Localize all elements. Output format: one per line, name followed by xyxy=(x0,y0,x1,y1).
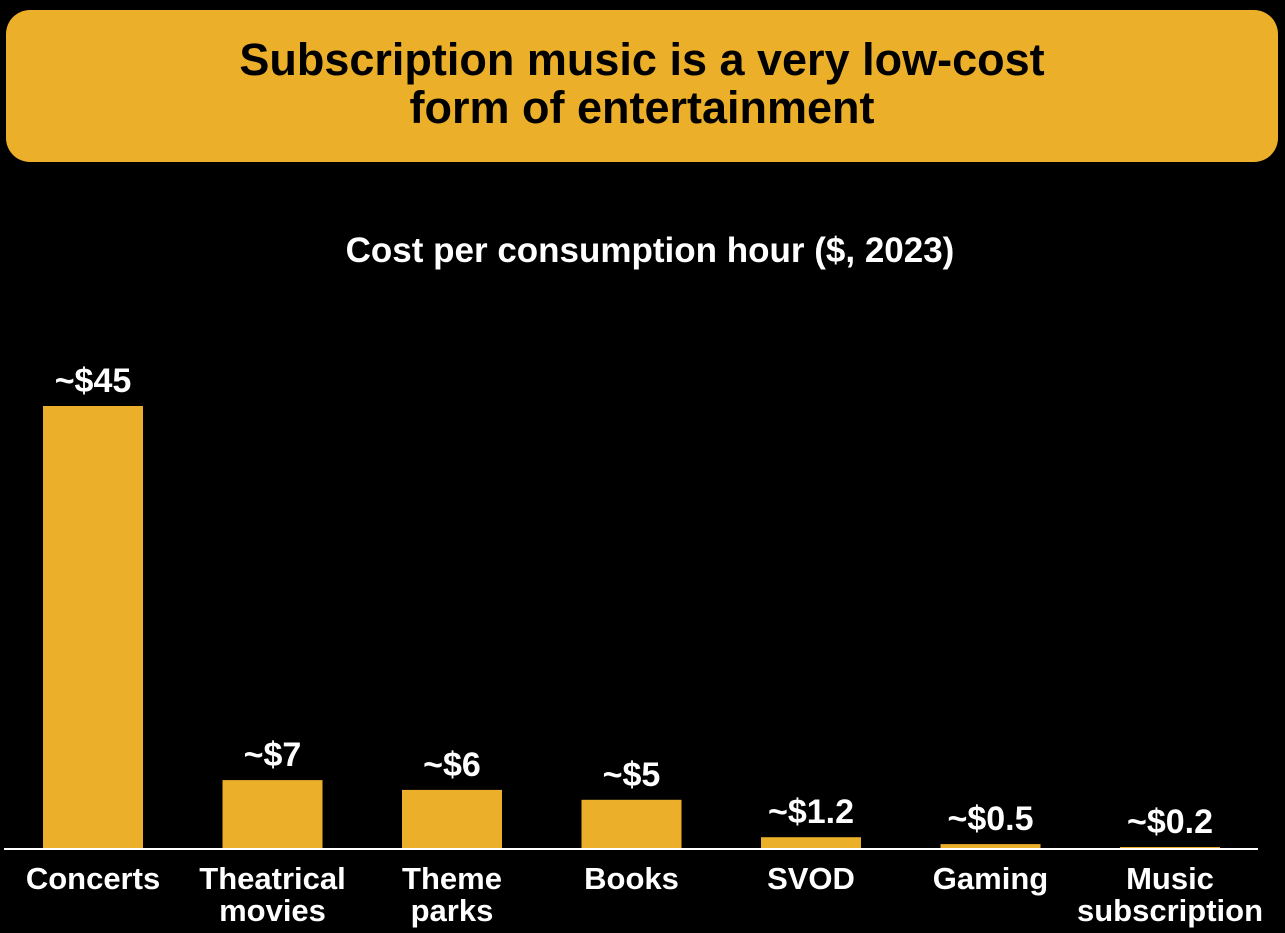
category-label-music-subscription: Music subscription xyxy=(1077,861,1263,928)
value-label-music-subscription: ~$0.2 xyxy=(1127,803,1213,841)
category-labels-group: Concerts Theatrical movies Theme parks Books S… xyxy=(26,861,1263,928)
chart-title: Cost per consumption hour ($, 2023) xyxy=(345,231,955,270)
bar-gaming xyxy=(940,844,1041,849)
category-label-books: Books xyxy=(584,861,679,896)
title-line-1: Subscription music is a very low-cost xyxy=(239,34,1045,85)
value-label-concerts: ~$45 xyxy=(55,362,132,400)
category-label-line: Theatrical xyxy=(199,861,345,896)
bar-theatrical-movies xyxy=(222,780,323,849)
category-label-concerts: Concerts xyxy=(26,861,160,896)
value-label-theme-parks: ~$6 xyxy=(423,746,481,784)
category-label-line: subscription xyxy=(1077,893,1263,928)
value-label-svod: ~$1.2 xyxy=(768,793,854,831)
value-label-books: ~$5 xyxy=(603,756,661,794)
category-label-line: SVOD xyxy=(767,861,855,896)
category-label-line: movies xyxy=(219,893,326,928)
category-label-svod: SVOD xyxy=(767,861,855,896)
category-label-theme-parks: Theme parks xyxy=(402,861,502,928)
category-label-line: Gaming xyxy=(933,861,1048,896)
category-label-line: Music xyxy=(1126,861,1214,896)
bar-books xyxy=(581,799,682,849)
category-label-line: Concerts xyxy=(26,861,160,896)
title-line-2: form of entertainment xyxy=(409,82,875,133)
category-label-line: Theme xyxy=(402,861,502,896)
title-banner: Subscription music is a very low-cost fo… xyxy=(6,10,1278,162)
category-label-theatrical-movies: Theatrical movies xyxy=(199,861,345,928)
value-label-gaming: ~$0.5 xyxy=(947,800,1033,838)
bar-concerts xyxy=(43,406,143,849)
category-label-line: Books xyxy=(584,861,679,896)
value-label-theatrical-movies: ~$7 xyxy=(244,736,302,774)
category-label-gaming: Gaming xyxy=(933,861,1048,896)
bars-group xyxy=(43,406,1220,849)
category-label-line: parks xyxy=(411,893,494,928)
value-labels-group: ~$45 ~$7 ~$6 ~$5 ~$1.2 ~$0.5 ~$0.2 xyxy=(55,362,1213,841)
bar-theme-parks xyxy=(402,789,502,849)
bar-svod xyxy=(761,837,861,849)
